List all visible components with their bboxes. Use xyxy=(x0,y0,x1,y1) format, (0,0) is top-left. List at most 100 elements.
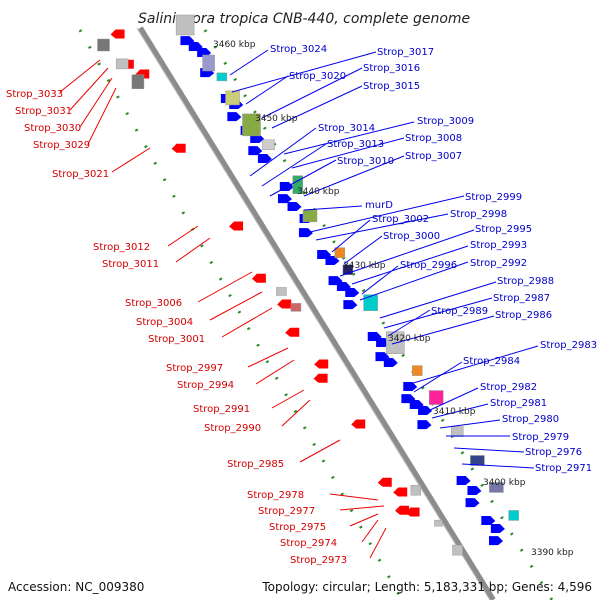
gene-label[interactable]: Strop_2991 xyxy=(193,404,250,415)
gene-label[interactable]: Strop_2994 xyxy=(177,380,234,391)
leader-line xyxy=(261,67,363,119)
gene-block xyxy=(434,519,443,527)
leader-line xyxy=(281,399,311,427)
gene-arrow xyxy=(490,523,505,533)
leader-line xyxy=(391,315,495,345)
gene-label[interactable]: Strop_3031 xyxy=(15,106,72,117)
leader-line xyxy=(369,527,387,559)
right-gene-labels: Strop_3024 Strop_3017 Strop_3020 Strop_3… xyxy=(270,44,597,474)
gene-block xyxy=(410,484,422,496)
leader-line xyxy=(245,75,289,105)
gene-label[interactable]: Strop_2982 xyxy=(480,382,537,393)
gene-label[interactable]: Strop_3006 xyxy=(125,298,182,309)
gene-label[interactable]: Strop_3000 xyxy=(383,231,440,242)
gene-arrow xyxy=(403,381,418,391)
gene-arrow xyxy=(345,287,360,297)
genome-backbone-highlight xyxy=(136,27,491,600)
gene-label[interactable]: Strop_2974 xyxy=(280,538,337,549)
gene-label[interactable]: Strop_3033 xyxy=(6,89,63,100)
leader-line xyxy=(247,347,289,368)
gene-label[interactable]: Strop_3004 xyxy=(136,317,193,328)
leader-line xyxy=(197,271,253,303)
gene-label[interactable]: Strop_2973 xyxy=(290,555,347,566)
gene-arrow xyxy=(351,419,366,429)
gene-label[interactable]: Strop_2986 xyxy=(495,310,552,321)
gene-label[interactable]: Strop_2985 xyxy=(227,459,284,470)
leader-line xyxy=(349,513,379,527)
leader-line xyxy=(271,85,363,129)
leader-line xyxy=(359,261,469,301)
gene-label[interactable]: Strop_2993 xyxy=(470,240,527,251)
leader-line xyxy=(59,59,101,93)
leader-line xyxy=(453,447,525,453)
gene-arrow xyxy=(343,300,358,310)
gene-block xyxy=(131,74,145,90)
gene-label[interactable]: Strop_2997 xyxy=(166,363,223,374)
gene-label[interactable]: Strop_2977 xyxy=(258,506,315,517)
gene-label[interactable]: Strop_2971 xyxy=(535,463,592,474)
gene-arrow xyxy=(110,29,125,39)
leader-line xyxy=(209,291,263,321)
gene-label[interactable]: Strop_3014 xyxy=(318,123,375,134)
gene-label[interactable]: Strop_3021 xyxy=(52,169,109,180)
gene-label[interactable]: Strop_3030 xyxy=(24,123,81,134)
gene-label[interactable]: Strop_3012 xyxy=(93,242,150,253)
leader-line xyxy=(315,213,449,241)
gene-label[interactable]: Strop_2992 xyxy=(470,258,527,269)
gene-arrow xyxy=(405,507,420,517)
gene-label[interactable]: Strop_3010 xyxy=(337,156,394,167)
gene-label[interactable]: Strop_2996 xyxy=(400,260,457,271)
gene-block xyxy=(450,426,464,437)
leader-line xyxy=(261,143,327,187)
gene-label[interactable]: Strop_2980 xyxy=(502,414,559,425)
leader-line xyxy=(329,493,379,501)
gene-label[interactable]: Strop_2995 xyxy=(475,224,532,235)
leader-line xyxy=(409,345,539,385)
gene-label[interactable]: Strop_3009 xyxy=(417,116,474,127)
gene-label[interactable]: Strop_3015 xyxy=(363,81,420,92)
gene-label[interactable]: Strop_3007 xyxy=(405,151,462,162)
gene-label[interactable]: Strop_2987 xyxy=(493,293,550,304)
gene-label[interactable]: Strop_2999 xyxy=(465,192,522,203)
gene-block xyxy=(470,455,485,466)
inner-dotted-track xyxy=(78,29,404,600)
gene-label[interactable]: murD xyxy=(365,200,393,211)
gene-label[interactable]: Strop_3016 xyxy=(363,63,420,74)
gene-label[interactable]: Strop_2989 xyxy=(431,306,488,317)
gene-arrow xyxy=(467,485,482,495)
gene-label[interactable]: Strop_2979 xyxy=(512,432,569,443)
leader-line xyxy=(431,403,489,419)
gene-arrow xyxy=(277,194,292,204)
leader-line xyxy=(269,159,337,197)
genome-title: Salinispora tropica CNB-440, complete ge… xyxy=(138,11,470,27)
gene-arrow xyxy=(489,536,504,546)
gene-label[interactable]: Strop_2990 xyxy=(204,423,261,434)
gene-label[interactable]: Strop_2988 xyxy=(497,276,554,287)
leader-line xyxy=(79,77,113,128)
gene-label[interactable]: Strop_3002 xyxy=(372,214,429,225)
gene-block xyxy=(302,209,318,223)
gene-label[interactable]: Strop_2984 xyxy=(463,356,520,367)
gene-label[interactable]: Strop_3024 xyxy=(270,44,327,55)
gene-label[interactable]: Strop_2998 xyxy=(450,209,507,220)
gene-label[interactable]: Strop_3017 xyxy=(377,47,434,58)
gene-arrow xyxy=(377,477,392,487)
gene-label[interactable]: Strop_2975 xyxy=(269,522,326,533)
gene-label[interactable]: Strop_3001 xyxy=(148,334,205,345)
gene-label[interactable]: Strop_2983 xyxy=(540,340,597,351)
gene-label[interactable]: Strop_3008 xyxy=(405,133,462,144)
gene-block xyxy=(115,58,129,70)
gene-label[interactable]: Strop_2978 xyxy=(247,490,304,501)
gene-label[interactable]: Strop_3029 xyxy=(33,140,90,151)
gene-label[interactable]: Strop_3011 xyxy=(102,259,159,270)
gene-block xyxy=(292,175,304,194)
gene-label[interactable]: Strop_2981 xyxy=(490,398,547,409)
gene-label[interactable]: Strop_3013 xyxy=(327,139,384,150)
leader-line xyxy=(309,195,465,233)
gene-label[interactable]: Strop_3020 xyxy=(289,71,346,82)
leader-line xyxy=(175,237,211,263)
gene-label[interactable]: Strop_2976 xyxy=(525,447,582,458)
leader-line xyxy=(303,155,405,197)
gene-block xyxy=(242,113,261,137)
leader-line xyxy=(291,137,405,169)
